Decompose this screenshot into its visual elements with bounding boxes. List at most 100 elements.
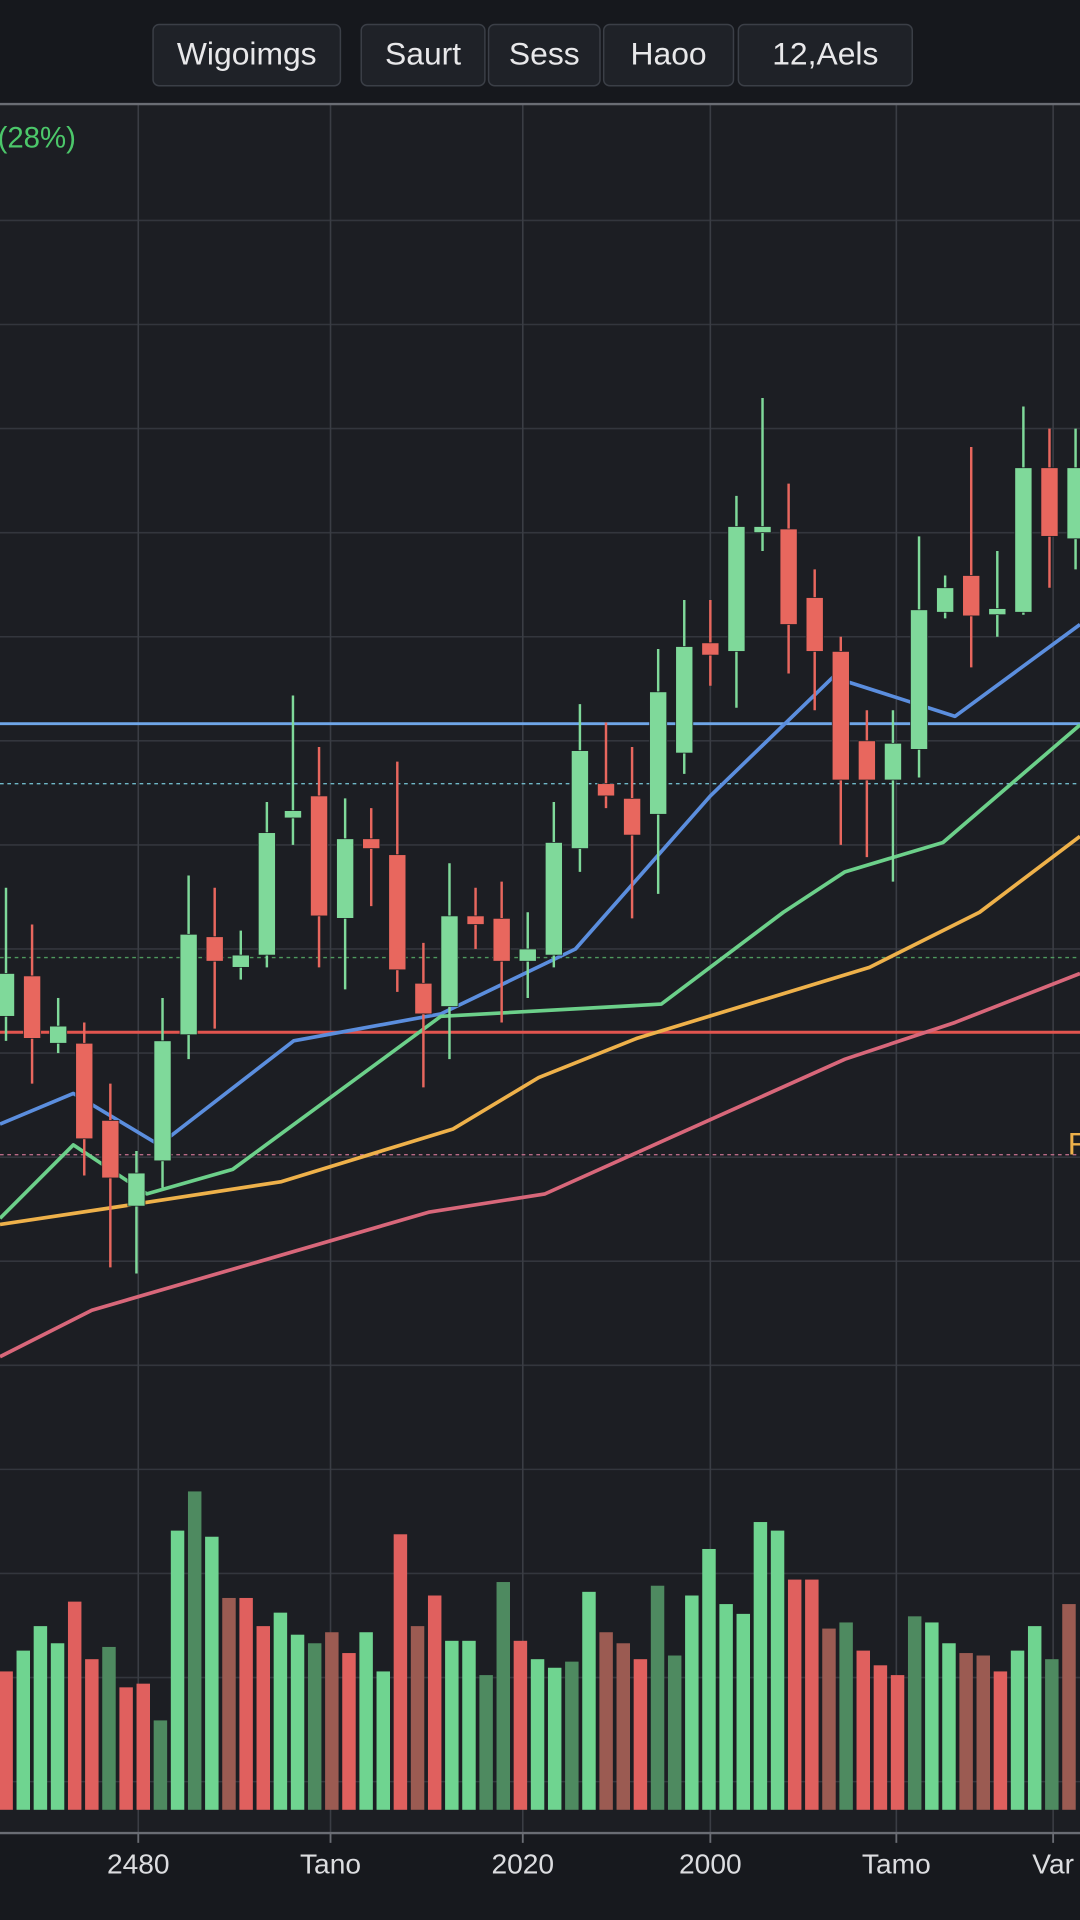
volume-bar (119, 1687, 133, 1810)
volume-bar (582, 1591, 596, 1810)
volume-bar (530, 1659, 545, 1810)
toolbar-button[interactable]: Sess (487, 23, 601, 87)
volume-bar (770, 1530, 785, 1810)
volume-bar (787, 1579, 802, 1810)
volume-bar (976, 1655, 990, 1810)
volume-bar (427, 1595, 442, 1810)
volume-bar (1045, 1659, 1059, 1810)
candle-body (910, 609, 928, 750)
volume-bar (959, 1653, 973, 1810)
moving-average-line (0, 834, 1080, 1227)
button-label: Wigoimgs (177, 36, 317, 72)
candle-body (649, 691, 668, 815)
candle-body (597, 783, 615, 797)
candle-body (779, 528, 798, 625)
candle-body (701, 642, 720, 656)
volume-bar (290, 1634, 305, 1810)
candle-body (179, 933, 198, 1036)
volume-bar (856, 1650, 870, 1810)
volume-bar (685, 1595, 699, 1810)
volume-bar (513, 1640, 528, 1810)
button-frame (602, 23, 735, 87)
volume-bar (222, 1597, 236, 1810)
toolbar-button[interactable]: 12,Aels (737, 23, 913, 87)
button-label: 12,Aels (772, 36, 878, 72)
volume-bar (496, 1582, 510, 1810)
toolbar-button[interactable]: Haoo (602, 23, 735, 87)
toolbar-button[interactable]: Saurt (360, 23, 486, 87)
candle-body (23, 975, 42, 1039)
candle-body (884, 742, 902, 781)
x-tick-label: 2480 (107, 1849, 170, 1880)
button-frame (360, 23, 486, 87)
volume-bar (942, 1643, 956, 1810)
candle-body (805, 597, 824, 652)
volume-bar (273, 1612, 288, 1810)
volume-bar (205, 1536, 219, 1810)
candle-body (936, 587, 955, 613)
button-label: Sess (509, 36, 580, 72)
x-axis-background (0, 1833, 1080, 1920)
candle-body (388, 854, 407, 971)
candle-body (49, 1025, 68, 1044)
candle-body (753, 526, 772, 534)
candle-body (1040, 467, 1059, 537)
candle-body (414, 982, 433, 1015)
candle-body (675, 646, 694, 754)
grid (0, 104, 1080, 1843)
candle-body (857, 740, 876, 781)
volume-bar (547, 1667, 562, 1810)
volume-bar (702, 1548, 716, 1810)
volume-bar (50, 1643, 65, 1810)
button-label: Haoo (631, 36, 707, 72)
button-frame (737, 23, 913, 87)
volume-bar (822, 1628, 836, 1810)
volume-bar (136, 1683, 150, 1810)
volume-bar (736, 1613, 750, 1810)
candle-body (570, 750, 589, 849)
volume-bar (153, 1720, 168, 1810)
volume-bar (1027, 1626, 1042, 1810)
candle-body (257, 832, 276, 956)
volume-bar (650, 1585, 665, 1810)
volume-bar (16, 1650, 30, 1810)
change-label: (28%) (0, 121, 76, 154)
volume-bar (839, 1622, 853, 1810)
volume-bar (342, 1653, 356, 1810)
volume-bar (307, 1643, 322, 1810)
volume-bar (753, 1522, 768, 1810)
candle-body (362, 838, 381, 849)
button-frame (487, 23, 601, 87)
candle-body (466, 915, 485, 925)
volume-bar (667, 1655, 682, 1810)
candle-body (1066, 467, 1080, 540)
volume-bar (890, 1675, 905, 1810)
volume-bar (479, 1675, 493, 1810)
candle-body (153, 1040, 172, 1162)
volume-bar (170, 1530, 185, 1810)
volume-bar (393, 1534, 408, 1810)
volume-bar (359, 1632, 373, 1810)
candle-body (310, 795, 328, 917)
volume-bar (410, 1626, 425, 1810)
volume-bar (187, 1491, 202, 1810)
button-label: Saurt (385, 36, 461, 72)
candle-body (544, 842, 563, 956)
button-frame (152, 23, 342, 87)
price-label: F (1068, 1126, 1080, 1162)
volume-bar (256, 1626, 270, 1810)
volume-bar (925, 1622, 939, 1810)
candle-body (1014, 467, 1033, 613)
volume-bar (67, 1601, 82, 1810)
toolbar-button[interactable]: Wigoimgs (152, 23, 342, 87)
candle-body (727, 526, 746, 652)
volume-bar (805, 1579, 819, 1810)
volume-bar (102, 1646, 116, 1810)
volume-bar (616, 1643, 630, 1810)
candle-body (623, 798, 642, 836)
volume-bar (445, 1640, 459, 1810)
volume-bar (1062, 1604, 1076, 1810)
volume-bar (239, 1597, 253, 1810)
